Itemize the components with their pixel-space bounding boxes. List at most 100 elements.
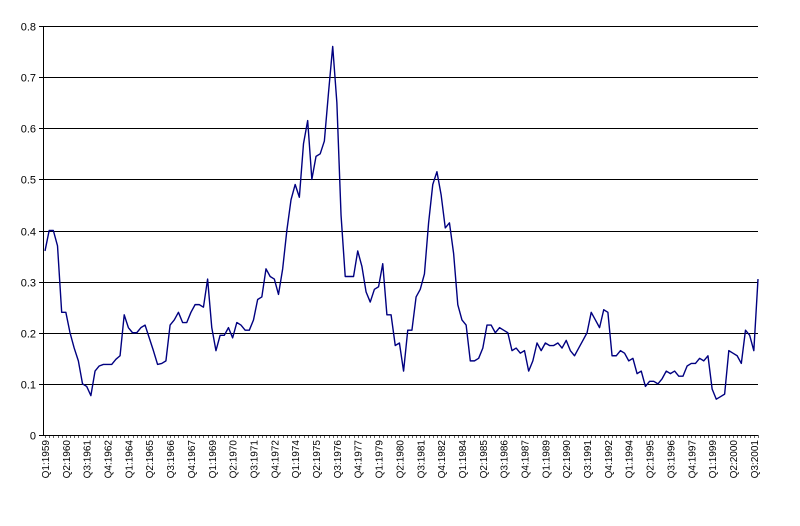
data-point bbox=[249, 330, 250, 331]
data-point bbox=[582, 340, 583, 341]
data-point bbox=[311, 179, 312, 180]
y-tick-label: 0.8 bbox=[21, 22, 36, 34]
x-tick-label: Q1:1979 bbox=[375, 440, 386, 479]
data-point bbox=[53, 230, 54, 231]
data-point bbox=[303, 143, 304, 144]
data-point bbox=[299, 197, 300, 198]
data-point bbox=[290, 199, 291, 200]
data-point bbox=[520, 353, 521, 354]
data-point bbox=[153, 350, 154, 351]
y-tick-label: 0.5 bbox=[21, 175, 36, 187]
data-point bbox=[745, 330, 746, 331]
data-point bbox=[357, 250, 358, 251]
data-point bbox=[182, 322, 183, 323]
y-tick-label: 0.4 bbox=[21, 227, 36, 239]
x-tick-label: Q3:1986 bbox=[500, 440, 511, 479]
data-point bbox=[165, 360, 166, 361]
data-point bbox=[169, 324, 170, 325]
data-point bbox=[441, 194, 442, 195]
data-point bbox=[149, 337, 150, 338]
data-point bbox=[737, 355, 738, 356]
data-point bbox=[224, 335, 225, 336]
data-point bbox=[553, 345, 554, 346]
data-point bbox=[207, 278, 208, 279]
data-point bbox=[599, 327, 600, 328]
y-tick-label: 0.3 bbox=[21, 278, 36, 290]
data-point bbox=[232, 337, 233, 338]
y-tick-label: 0.7 bbox=[21, 73, 36, 85]
data-point bbox=[86, 386, 87, 387]
data-point bbox=[240, 324, 241, 325]
data-point bbox=[712, 388, 713, 389]
data-point bbox=[378, 286, 379, 287]
data-point bbox=[49, 230, 50, 231]
data-point bbox=[699, 358, 700, 359]
data-point bbox=[370, 301, 371, 302]
data-point bbox=[69, 332, 70, 333]
data-point bbox=[474, 360, 475, 361]
x-tick-label: Q1:1994 bbox=[625, 440, 636, 479]
data-point bbox=[124, 314, 125, 315]
series-line bbox=[44, 45, 759, 400]
x-tick-label: Q1:1974 bbox=[291, 440, 302, 479]
data-point bbox=[670, 373, 671, 374]
data-point bbox=[220, 335, 221, 336]
x-tick-label: Q2:1970 bbox=[229, 440, 240, 479]
data-point bbox=[549, 345, 550, 346]
data-point bbox=[511, 350, 512, 351]
data-point bbox=[728, 350, 729, 351]
data-point bbox=[720, 396, 721, 397]
x-tick-label: Q3:1961 bbox=[83, 440, 94, 479]
data-point bbox=[140, 327, 141, 328]
x-tick-label: Q2:1965 bbox=[145, 440, 156, 479]
data-point bbox=[557, 342, 558, 343]
data-point bbox=[349, 276, 350, 277]
data-point bbox=[595, 319, 596, 320]
data-point bbox=[132, 332, 133, 333]
data-point bbox=[695, 363, 696, 364]
data-point bbox=[190, 312, 191, 313]
data-point bbox=[716, 399, 717, 400]
data-point bbox=[461, 319, 462, 320]
data-point bbox=[682, 376, 683, 377]
data-point bbox=[257, 299, 258, 300]
x-tick-label: Q3:1996 bbox=[666, 440, 677, 479]
x-tick-label: Q3:1981 bbox=[416, 440, 427, 479]
data-point bbox=[157, 364, 158, 365]
data-point bbox=[649, 381, 650, 382]
data-point bbox=[99, 365, 100, 366]
x-tick-label: Q4:1977 bbox=[354, 440, 365, 479]
data-point bbox=[390, 314, 391, 315]
data-point bbox=[503, 330, 504, 331]
data-point bbox=[320, 153, 321, 154]
data-point bbox=[687, 365, 688, 366]
data-point bbox=[282, 268, 283, 269]
data-point bbox=[336, 102, 337, 103]
data-point bbox=[449, 222, 450, 223]
x-tick-label: Q3:2001 bbox=[750, 440, 761, 479]
data-point bbox=[691, 363, 692, 364]
data-point bbox=[236, 322, 237, 323]
x-tick-label: Q1:1959 bbox=[41, 440, 52, 479]
data-point bbox=[732, 353, 733, 354]
data-point bbox=[253, 319, 254, 320]
data-point bbox=[662, 378, 663, 379]
data-point bbox=[420, 289, 421, 290]
data-point bbox=[415, 296, 416, 297]
data-point bbox=[399, 342, 400, 343]
data-point bbox=[386, 314, 387, 315]
data-point bbox=[199, 304, 200, 305]
data-point bbox=[486, 324, 487, 325]
data-point bbox=[315, 156, 316, 157]
data-point bbox=[495, 332, 496, 333]
data-point bbox=[74, 347, 75, 348]
data-point bbox=[478, 358, 479, 359]
x-tick-label: Q3:1976 bbox=[333, 440, 344, 479]
x-tick-label: Q2:1995 bbox=[646, 440, 657, 479]
data-point bbox=[591, 312, 592, 313]
data-point bbox=[328, 92, 329, 93]
data-point bbox=[228, 327, 229, 328]
data-point bbox=[136, 332, 137, 333]
gridlines bbox=[43, 26, 758, 385]
x-tick-label: Q1:1984 bbox=[458, 440, 469, 479]
